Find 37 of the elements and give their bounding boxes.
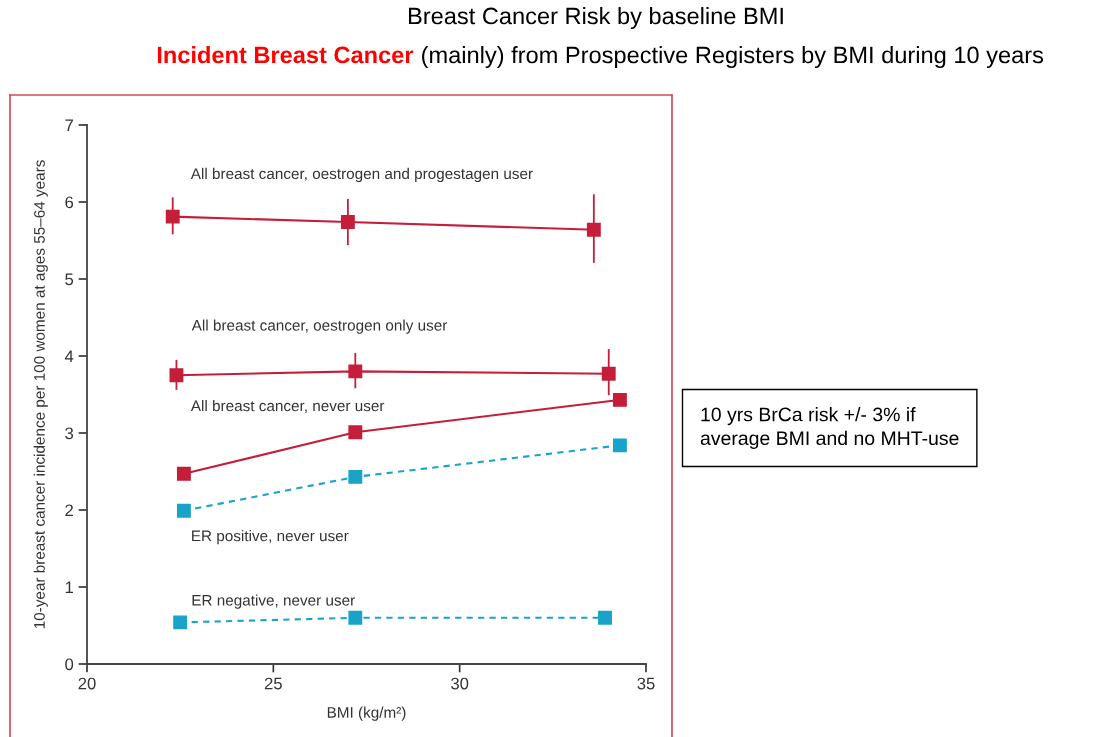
- point: [169, 368, 184, 383]
- point: [586, 222, 601, 237]
- y-tick-label: 5: [65, 273, 74, 286]
- y-tick-label: 2: [65, 504, 73, 517]
- text: All breast cancer, oestrogen only user: [191, 319, 448, 334]
- text: 10 yrs BrCa risk +/- 3% if average BMI and no MHT-use: [700, 407, 959, 449]
- series-label: ER negative, never user: [192, 594, 355, 609]
- x-tick-label: 30: [451, 677, 469, 690]
- point: [173, 615, 188, 630]
- point: [348, 610, 363, 625]
- chart-title: Breast Cancer Risk by baseline BMI: [408, 7, 783, 29]
- y-axis-title: 10-year breast cancer incidence per 100 women at ages 55–64 years: [33, 160, 48, 629]
- point: [176, 503, 191, 518]
- point: [176, 466, 191, 481]
- point: [348, 425, 363, 440]
- point: [612, 392, 627, 407]
- y-tick-label: 0: [65, 658, 74, 671]
- series-label: All breast cancer, never user: [190, 400, 385, 414]
- y-tick-label: 7: [65, 119, 73, 132]
- chart-subtitle: Incident Breast Cancer (mainly) from Prospective Registers by BMI during 10 years: [157, 46, 1044, 68]
- series-label: ER positive, never user: [192, 530, 349, 545]
- x-axis-title: BMI (kg/m²): [327, 706, 406, 721]
- point: [612, 438, 627, 453]
- point: [598, 610, 612, 625]
- y-tick-label: 1: [65, 581, 73, 594]
- y-tick-label: 4: [64, 350, 74, 363]
- point: [165, 209, 180, 224]
- x-tick-label: 20: [78, 677, 96, 690]
- text: All breast cancer, oestrogen and progestagen user: [190, 167, 533, 183]
- x-tick-label: 25: [264, 677, 282, 690]
- point: [348, 469, 363, 484]
- y-tick-label: 6: [65, 196, 74, 209]
- y-tick-label: 3: [65, 427, 74, 440]
- point: [601, 366, 616, 381]
- point: [340, 215, 355, 229]
- point: [348, 364, 363, 379]
- x-tick-label: 35: [637, 677, 655, 690]
